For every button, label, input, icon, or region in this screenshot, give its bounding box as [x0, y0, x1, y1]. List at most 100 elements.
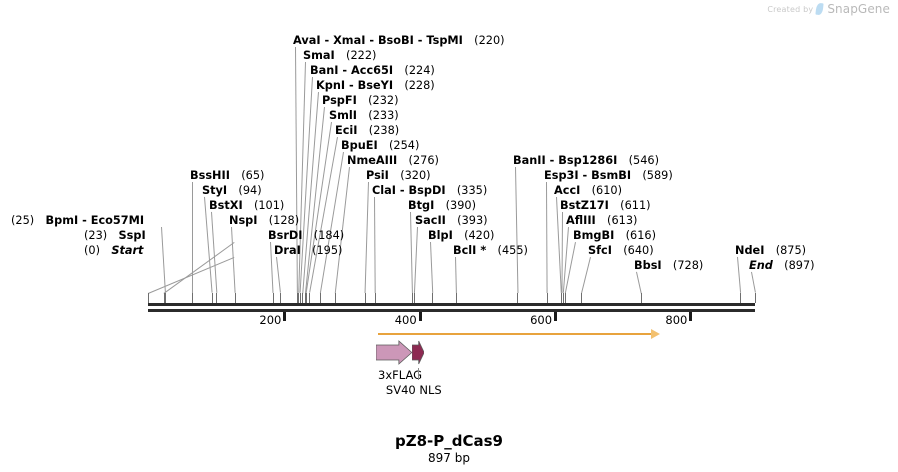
enzyme-site-position: (232) [368, 94, 399, 107]
enzyme-site-position: (640) [623, 244, 654, 257]
enzyme-cut-tick [319, 293, 321, 303]
leader-line [455, 256, 457, 293]
leader-line [276, 256, 281, 293]
enzyme-cut-tick [640, 293, 642, 303]
ruler-rail-top [148, 303, 755, 306]
enzyme-site-position: (728) [672, 259, 704, 272]
snapgene-watermark: Created by SnapGene [767, 2, 890, 16]
feature-arrow [376, 340, 412, 365]
enzyme-site-label: ClaI - BspDI (335) [372, 185, 487, 197]
enzyme-site-position: (897) [784, 259, 815, 272]
enzyme-site-label: EciI (238) [335, 125, 399, 137]
enzyme-site-label: (0) Start [84, 245, 143, 257]
enzyme-site-name: BbsI [634, 259, 662, 272]
leader-line [430, 241, 434, 293]
ruler-tick-label: 200 [259, 313, 282, 327]
enzyme-cut-tick [191, 293, 193, 303]
leader-line [191, 182, 193, 294]
enzyme-site-name: PspFI [322, 94, 357, 107]
enzyme-site-position: (276) [408, 154, 439, 167]
enzyme-site-label: BanII - Bsp1286I (546) [513, 155, 659, 167]
ruler-tick-label: 600 [530, 313, 553, 327]
enzyme-site-name: BsrDI [268, 229, 303, 242]
enzyme-site-label: AccI (610) [554, 185, 622, 197]
orf-bar [378, 333, 652, 335]
enzyme-site-position: (224) [404, 64, 435, 77]
enzyme-site-name: BssHII [190, 169, 230, 182]
leader-line [364, 182, 369, 294]
enzyme-site-label: StyI (94) [202, 185, 262, 197]
enzyme-site-name: BclI * [453, 244, 487, 257]
enzyme-site-label: BpuEI (254) [341, 140, 419, 152]
enzyme-site-label: BssHII (65) [190, 170, 264, 182]
feature-label: 3xFLAG [378, 368, 423, 382]
enzyme-site-name: BanI - Acc65I [310, 64, 394, 77]
enzyme-site-name: DraI [274, 244, 301, 257]
enzyme-site-name: Start [111, 244, 144, 257]
enzyme-site-name: PsiI [366, 169, 389, 182]
enzyme-site-name: BanII - Bsp1286I [513, 154, 618, 167]
enzyme-site-position: (233) [368, 109, 399, 122]
enzyme-site-name: AvaI - XmaI - BsoBI - TspMI [293, 34, 463, 47]
enzyme-site-label: SacII (393) [415, 215, 488, 227]
enzyme-cut-tick [298, 293, 300, 303]
enzyme-cut-tick [517, 293, 519, 303]
leader-line [231, 226, 236, 293]
enzyme-cut-tick [302, 293, 304, 303]
enzyme-site-position: (222) [346, 49, 377, 62]
enzyme-cut-tick [234, 293, 236, 303]
enzyme-site-position: (94) [238, 184, 262, 197]
enzyme-cut-tick [413, 293, 415, 303]
enzyme-site-label: SmlI (233) [329, 110, 399, 122]
enzyme-cut-tick [272, 293, 274, 303]
enzyme-site-label: Esp3I - BsmBI (589) [544, 170, 673, 182]
feature-arrow [411, 340, 425, 365]
leader-line [163, 242, 235, 294]
enzyme-site-label: BanI - Acc65I (224) [310, 65, 435, 77]
enzyme-site-name: KpnI - BseYI [316, 79, 394, 92]
enzyme-cut-tick [560, 293, 562, 303]
enzyme-cut-tick [163, 293, 165, 303]
enzyme-site-label: KpnI - BseYI (228) [316, 80, 435, 92]
enzyme-site-label: NmeAIII (276) [347, 155, 439, 167]
enzyme-site-position: (611) [620, 199, 651, 212]
enzyme-cut-tick [305, 293, 307, 303]
enzyme-site-position: (228) [404, 79, 435, 92]
enzyme-site-position: (238) [368, 124, 400, 137]
enzyme-site-name: SmlI [329, 109, 357, 122]
enzyme-site-position: (23) [84, 229, 108, 242]
enzyme-site-position: (875) [775, 244, 807, 257]
enzyme-cut-tick [455, 293, 457, 303]
leader-line [751, 271, 756, 293]
enzyme-site-label: BbsI (728) [634, 260, 703, 272]
enzyme-site-label: BtgI (390) [408, 200, 476, 212]
page-subtitle: 897 bp [428, 451, 470, 465]
leader-line [410, 211, 413, 293]
leader-line [515, 166, 519, 293]
enzyme-site-name: BstZ17I [560, 199, 609, 212]
enzyme-cut-tick [562, 293, 564, 303]
enzyme-site-position: (320) [400, 169, 431, 182]
ruler-tick-mark [283, 312, 287, 321]
enzyme-site-name: NmeAIII [347, 154, 398, 167]
enzyme-site-label: BstXI (101) [209, 200, 284, 212]
enzyme-site-name: SfcI [588, 244, 612, 257]
enzyme-site-position: (128) [268, 214, 300, 227]
enzyme-cut-tick [148, 293, 149, 303]
enzyme-site-label: SmaI (222) [303, 50, 376, 62]
enzyme-site-position: (546) [628, 154, 659, 167]
enzyme-site-name: ClaI - BspDI [372, 184, 446, 197]
enzyme-site-name: Esp3I - BsmBI [544, 169, 632, 182]
enzyme-cut-tick [546, 293, 548, 303]
leader-line [636, 271, 642, 293]
ruler-tick-mark [554, 312, 558, 321]
enzyme-site-position: (254) [388, 139, 420, 152]
enzyme-cut-tick [216, 293, 218, 303]
enzyme-site-position: (195) [312, 244, 343, 257]
leader-line [374, 196, 376, 293]
enzyme-cut-tick [304, 293, 306, 303]
enzyme-site-label: End (897) [749, 260, 815, 272]
enzyme-site-position: (393) [457, 214, 488, 227]
enzyme-site-position: (184) [313, 229, 345, 242]
